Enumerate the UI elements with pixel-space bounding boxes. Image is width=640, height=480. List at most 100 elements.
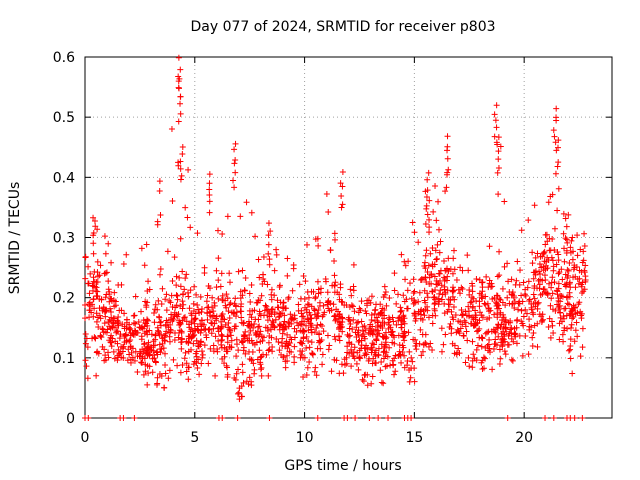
data-point (218, 318, 225, 325)
data-point (400, 344, 407, 351)
data-point (461, 317, 468, 324)
data-point (156, 314, 163, 321)
data-point (499, 343, 506, 350)
data-point (225, 320, 232, 327)
data-point (240, 379, 247, 386)
data-point (102, 313, 109, 320)
data-point (405, 258, 412, 265)
data-point (225, 308, 232, 315)
data-point (141, 341, 148, 348)
data-point (542, 241, 549, 248)
data-point (442, 188, 449, 195)
data-point (401, 298, 408, 305)
data-point (287, 311, 294, 318)
data-point (425, 314, 432, 321)
data-point (337, 281, 344, 288)
data-point (93, 318, 100, 325)
data-point (373, 337, 380, 344)
data-point (120, 260, 127, 267)
data-point (441, 310, 448, 317)
data-point (90, 278, 97, 285)
data-point (450, 255, 457, 262)
data-point (547, 334, 554, 341)
data-point (312, 236, 319, 243)
data-point (422, 331, 429, 338)
data-point (386, 344, 393, 351)
data-point (219, 311, 226, 318)
data-point (246, 311, 253, 318)
data-point (251, 366, 258, 373)
data-point (463, 328, 470, 335)
data-point (565, 267, 572, 274)
data-point (127, 343, 134, 350)
data-point (424, 176, 431, 183)
data-point (423, 247, 430, 254)
data-point (89, 287, 96, 294)
data-point (241, 332, 248, 339)
data-point (555, 285, 562, 292)
data-point (532, 271, 539, 278)
data-point (123, 319, 130, 326)
data-point (263, 351, 270, 358)
data-point (120, 343, 127, 350)
data-point (350, 283, 357, 290)
data-point (175, 334, 182, 341)
data-point (518, 227, 525, 234)
data-point (346, 317, 353, 324)
data-point (538, 313, 545, 320)
data-point (315, 242, 322, 249)
data-point (345, 316, 352, 323)
data-point (265, 232, 272, 239)
data-point (222, 297, 229, 304)
data-point (250, 324, 257, 331)
data-point (274, 304, 281, 311)
data-point (567, 336, 574, 343)
data-point (87, 270, 94, 277)
data-point (489, 366, 496, 373)
x-axis-label: GPS time / hours (284, 458, 401, 474)
data-point (390, 318, 397, 325)
data-point (210, 325, 217, 332)
data-point (195, 356, 202, 363)
data-point (341, 302, 348, 309)
data-point (526, 296, 533, 303)
data-point (328, 307, 335, 314)
data-point (157, 266, 164, 273)
data-point (303, 371, 310, 378)
data-point (481, 300, 488, 307)
data-point (187, 328, 194, 335)
data-point (551, 225, 558, 232)
data-point (242, 274, 249, 281)
data-point (107, 309, 114, 316)
data-point (232, 156, 239, 163)
data-point (145, 278, 152, 285)
data-point (83, 335, 90, 342)
data-point (553, 147, 560, 154)
data-point (264, 281, 271, 288)
data-point (190, 300, 197, 307)
x-tick-label: 20 (515, 430, 533, 446)
data-point (541, 258, 548, 265)
data-point (508, 356, 515, 363)
data-point (372, 306, 379, 313)
data-point (470, 351, 477, 358)
data-point (567, 355, 574, 362)
data-point (359, 332, 366, 339)
data-point (380, 355, 387, 362)
data-point (549, 322, 556, 329)
data-point (513, 340, 520, 347)
data-point (561, 258, 568, 265)
data-point (219, 356, 226, 363)
data-point (502, 351, 509, 358)
data-point (494, 314, 501, 321)
data-point (570, 248, 576, 255)
data-point (257, 328, 264, 335)
data-point (191, 320, 198, 327)
data-point (130, 312, 137, 319)
data-point (173, 282, 180, 289)
data-point (232, 140, 239, 147)
data-point (478, 343, 485, 350)
data-point (435, 198, 442, 205)
data-point (234, 390, 241, 397)
data-point (565, 347, 572, 354)
